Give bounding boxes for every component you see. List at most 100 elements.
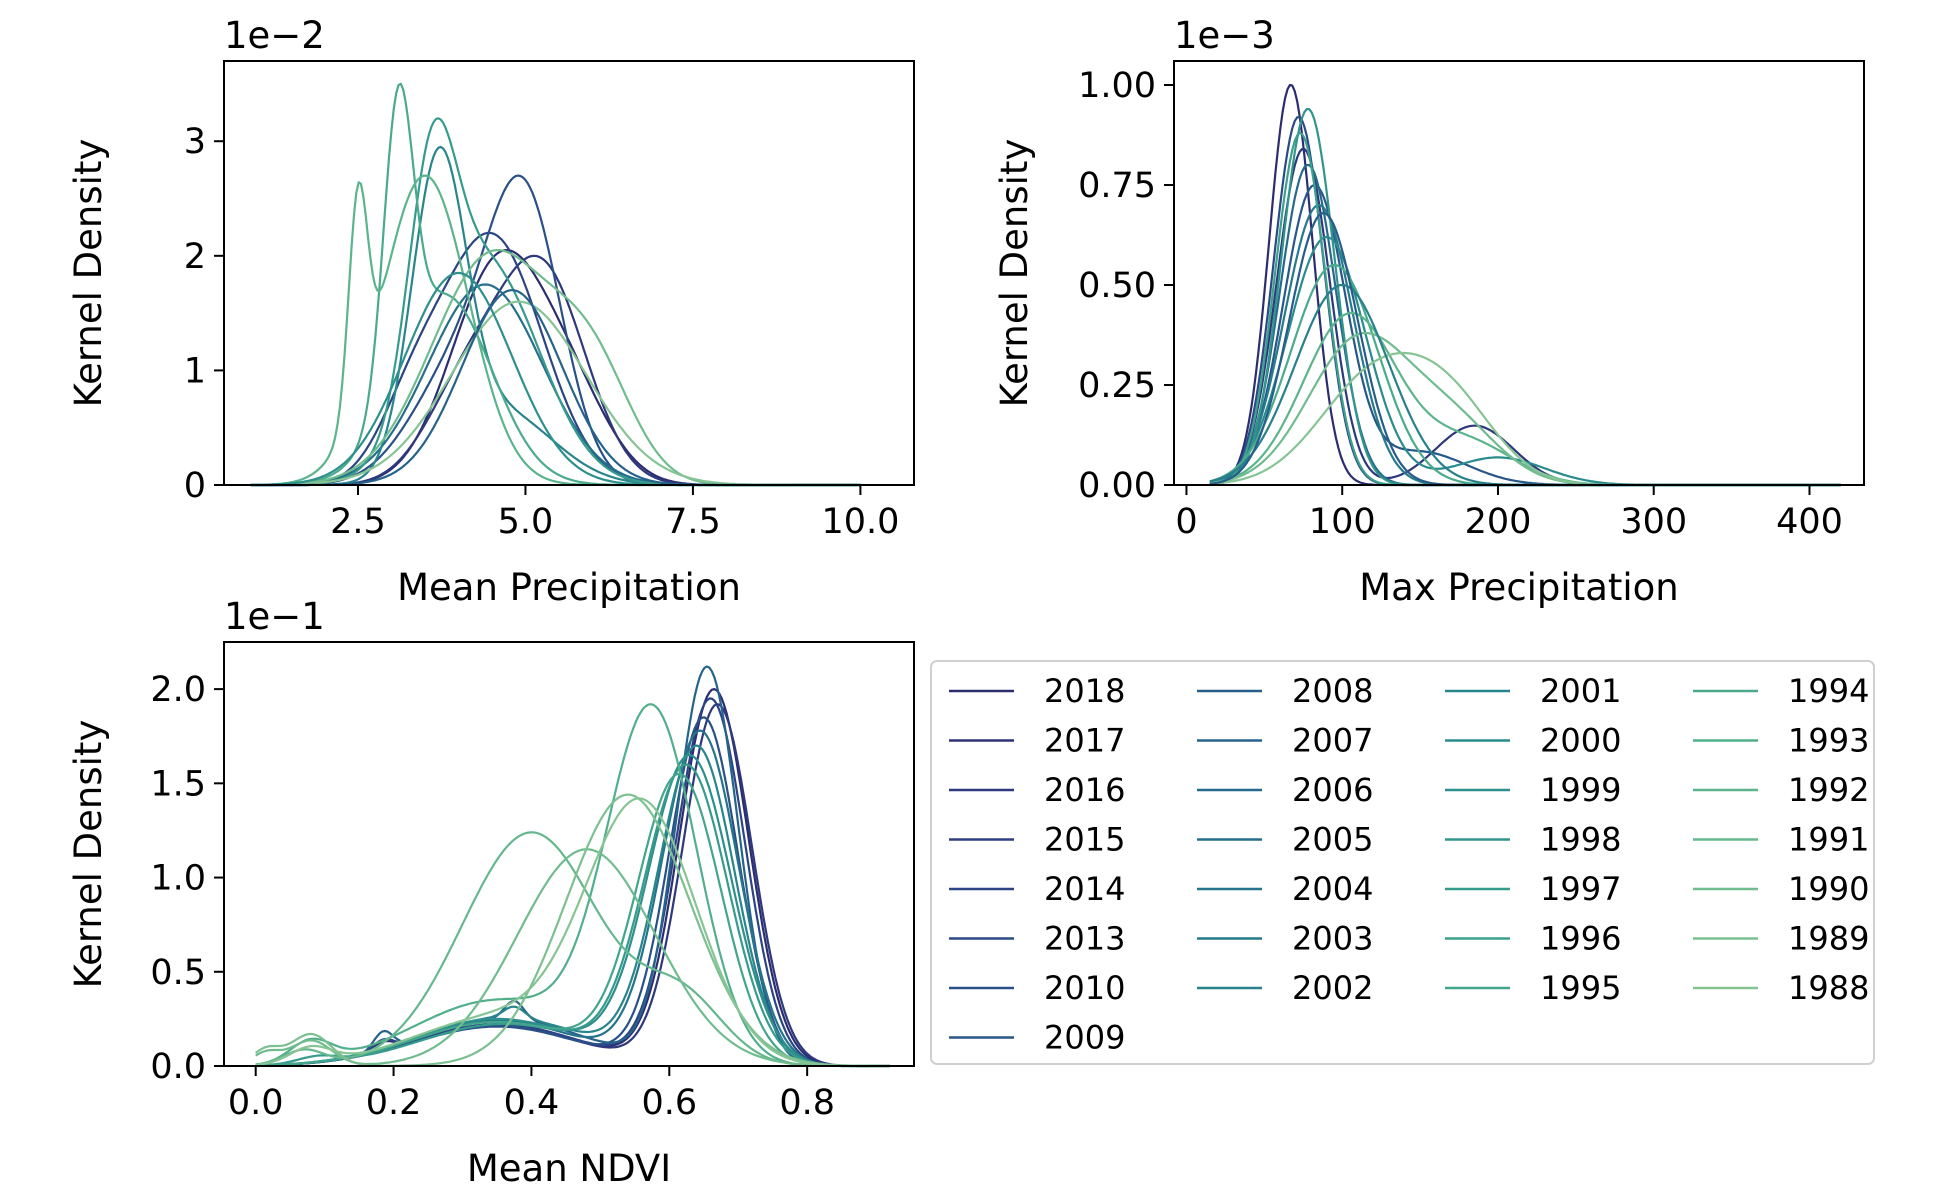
legend-label-2003: 2003	[1292, 920, 1373, 958]
mean-precipitation-xlabel: Mean Precipitation	[397, 566, 741, 609]
mean_ndvi-curve-2007	[255, 665, 890, 1068]
mean-precipitation-offset-label: 1e−2	[224, 14, 325, 57]
mean_ndvi-ytick-label: 0.0	[150, 1047, 206, 1087]
legend-items: 2018 2017 2016 2015 2014 2013 2010 2009 2008 2007…	[949, 672, 1869, 1057]
mean-ndvi-offset-label: 1e−1	[224, 595, 325, 638]
max-precipitation-ylabel: Kernel Density	[993, 139, 1036, 408]
mean_precip-curve-1997	[250, 117, 861, 487]
mean_ndvi-xtick-label: 0.2	[366, 1083, 422, 1123]
mean_precip-ytick-label: 1	[184, 351, 206, 391]
legend-label-2013: 2013	[1044, 920, 1125, 958]
mean-precipitation-ylabel: Kernel Density	[67, 139, 110, 408]
legend-label-2016: 2016	[1044, 771, 1125, 809]
mean_ndvi-xtick-label: 0.6	[641, 1083, 697, 1123]
max_precip-xtick-label: 200	[1465, 502, 1532, 542]
mean_ndvi-curve-2018	[255, 688, 890, 1068]
legend-label-2015: 2015	[1044, 821, 1125, 859]
panel-mean-precipitation: 2.5 5.0 7.5 10.0 0 1 2 3 1e−2 Mean Precipitatio…	[67, 14, 915, 609]
mean_ndvi-curve-1995	[255, 772, 890, 1068]
mean-ndvi-frame	[223, 641, 915, 1067]
mean_ndvi-curve-1999	[255, 754, 890, 1068]
mean_precip-curve-2010	[250, 174, 861, 487]
legend-label-2000: 2000	[1540, 722, 1621, 760]
mean_precip-xtick-label: 7.5	[665, 502, 721, 542]
legend-label-2002: 2002	[1292, 969, 1373, 1007]
max_precip-curve-2018	[1209, 83, 1841, 487]
legend-label-2001: 2001	[1540, 672, 1621, 710]
max_precip-ytick-label: 0.25	[1078, 366, 1156, 406]
mean-ndvi-xlabel: Mean NDVI	[467, 1147, 671, 1190]
mean_ndvi-ytick-label: 2.0	[150, 670, 206, 710]
max-precipitation-offset-label: 1e−3	[1174, 14, 1275, 57]
max-precipitation-xlabel: Max Precipitation	[1359, 566, 1679, 609]
legend-label-1994: 1994	[1788, 672, 1869, 710]
legend-label-2014: 2014	[1044, 870, 1125, 908]
panel-mean-ndvi: 0.0 0.2 0.4 0.6 0.8 0.0 0.5 1.0 1.5 2.0 1e−1 Mean…	[67, 595, 915, 1190]
legend-label-2009: 2009	[1044, 1019, 1125, 1057]
legend-label-2018: 2018	[1044, 672, 1125, 710]
legend-label-1992: 1992	[1788, 771, 1869, 809]
max_precip-xtick-label: 0	[1175, 502, 1197, 542]
max_precip-ytick-label: 0.50	[1078, 266, 1156, 306]
mean_ndvi-curve-2001	[255, 744, 890, 1068]
max_precip-xtick-label: 300	[1620, 502, 1687, 542]
legend-label-1991: 1991	[1788, 821, 1869, 859]
mean_ndvi-xtick-label: 0.4	[504, 1083, 560, 1123]
mean-ndvi-curves	[255, 665, 890, 1068]
legend-label-1996: 1996	[1540, 920, 1621, 958]
max_precip-curve-2002	[1209, 283, 1841, 487]
legend-label-2010: 2010	[1044, 969, 1125, 1007]
legend-label-2008: 2008	[1292, 672, 1373, 710]
legend-label-2007: 2007	[1292, 722, 1373, 760]
mean_ndvi-ytick-label: 1.0	[150, 859, 206, 899]
legend: 2018 2017 2016 2015 2014 2013 2010 2009 2008 2007…	[930, 660, 1875, 1065]
max_precip-curve-2008	[1209, 211, 1841, 487]
mean_ndvi-curve-1993	[255, 703, 890, 1068]
mean-ndvi-ylabel: Kernel Density	[67, 720, 110, 989]
mean_precip-curve-2014	[250, 231, 861, 487]
mean-precipitation-ticks: 2.5 5.0 7.5 10.0 0 1 2 3	[184, 122, 900, 542]
legend-label-1998: 1998	[1540, 821, 1621, 859]
legend-label-2005: 2005	[1292, 821, 1373, 859]
max_precip-curve-2000	[1209, 235, 1841, 487]
mean_ndvi-ytick-label: 1.5	[150, 764, 206, 804]
max_precip-ytick-label: 1.00	[1078, 66, 1156, 106]
mean_precip-curve-2001	[250, 145, 861, 487]
mean_ndvi-curve-1997	[255, 763, 890, 1068]
legend-label-1989: 1989	[1788, 920, 1869, 958]
max_precip-xtick-label: 400	[1776, 502, 1843, 542]
mean-ndvi-ticks: 0.0 0.2 0.4 0.6 0.8 0.0 0.5 1.0 1.5 2.0	[150, 670, 835, 1123]
legend-label-1990: 1990	[1788, 870, 1869, 908]
mean_ndvi-curve-2010	[255, 716, 890, 1068]
max-precipitation-ticks: 0 100 200 300 400 0.00 0.25 0.50 0.75 1.00	[1078, 66, 1843, 542]
legend-label-1999: 1999	[1540, 771, 1621, 809]
legend-label-2017: 2017	[1044, 722, 1125, 760]
mean_ndvi-curve-1988	[255, 797, 890, 1068]
mean-precipitation-frame	[223, 60, 915, 486]
max_precip-ytick-label: 0.00	[1078, 466, 1156, 506]
max_precip-xtick-label: 100	[1309, 502, 1376, 542]
mean_precip-ytick-label: 2	[184, 237, 206, 277]
mean_precip-xtick-label: 2.5	[330, 502, 386, 542]
legend-label-1997: 1997	[1540, 870, 1621, 908]
legend-label-2006: 2006	[1292, 771, 1373, 809]
mean_precip-curve-1992	[250, 174, 861, 487]
mean-precipitation-curves	[250, 82, 861, 487]
max_precip-curve-2013	[1209, 115, 1841, 487]
mean_ndvi-ytick-label: 0.5	[150, 953, 206, 993]
legend-label-1995: 1995	[1540, 969, 1621, 1007]
mean_ndvi-curve-1989	[255, 793, 890, 1068]
legend-frame	[930, 660, 1875, 1065]
panel-max-precipitation: 0 100 200 300 400 0.00 0.25 0.50 0.75 1.00 1e−3 M…	[993, 14, 1865, 609]
max-precipitation-frame	[1173, 60, 1865, 486]
mean_precip-ytick-label: 0	[184, 466, 206, 506]
legend-label-1988: 1988	[1788, 969, 1869, 1007]
mean_precip-ytick-label: 3	[184, 122, 206, 162]
mean_ndvi-curve-2004	[255, 729, 890, 1068]
max_precip-ytick-label: 0.75	[1078, 166, 1156, 206]
mean_ndvi-xtick-label: 0.0	[228, 1083, 284, 1123]
legend-label-2004: 2004	[1292, 870, 1373, 908]
mean_precip-xtick-label: 10.0	[821, 502, 899, 542]
max-precipitation-curves	[1209, 83, 1841, 487]
